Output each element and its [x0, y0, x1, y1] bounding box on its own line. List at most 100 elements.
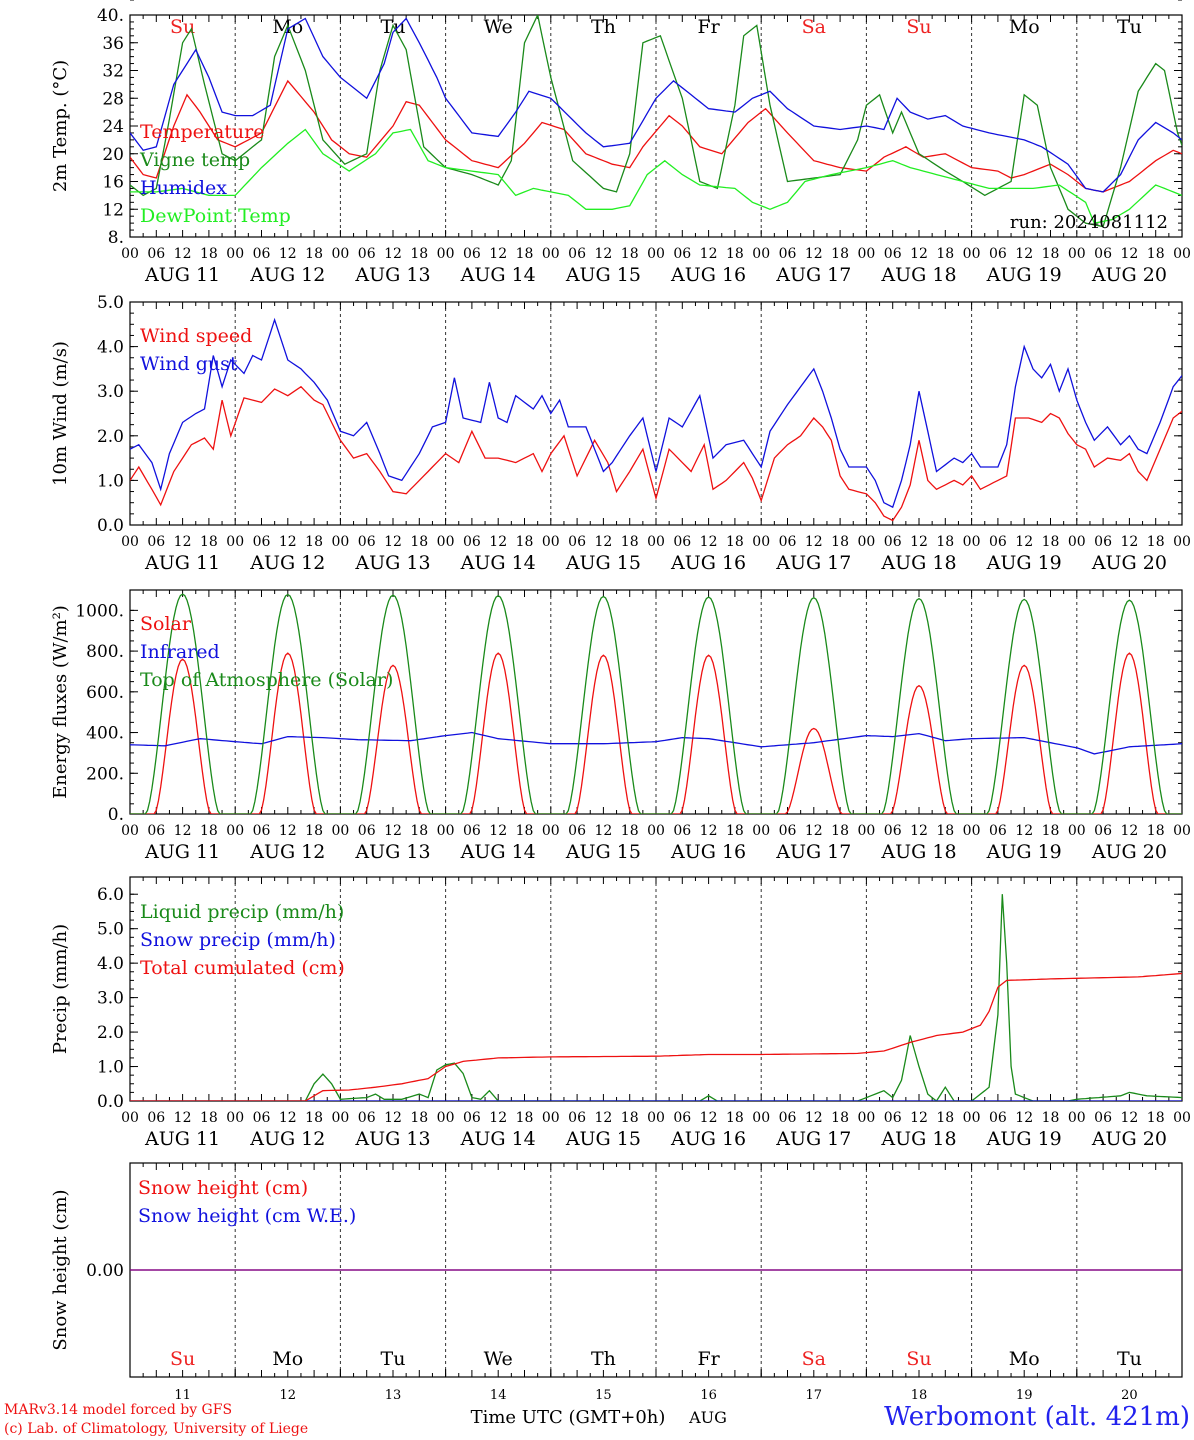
- y-tick-label: 20: [102, 145, 124, 165]
- hour-label: 12: [805, 246, 823, 262]
- hour-label: 00: [1173, 534, 1191, 550]
- hour-label: 06: [358, 534, 376, 550]
- hour-label: 12: [1120, 1110, 1138, 1126]
- y-tick-label: 24: [102, 117, 124, 137]
- day-of-week-label: Tu: [1117, 16, 1142, 38]
- legend-entry: DewPoint Temp: [140, 205, 291, 227]
- series-line-dewpoint-temp: [130, 128, 1182, 224]
- hour-label: 18: [726, 1110, 744, 1126]
- hour-label: 12: [384, 823, 402, 839]
- day-of-week-label: We: [484, 1348, 513, 1370]
- date-label: AUG 19: [986, 552, 1062, 574]
- date-label: AUG 15: [565, 1128, 641, 1150]
- hour-label: 12: [805, 534, 823, 550]
- hour-label: 00: [542, 246, 560, 262]
- hour-label: 12: [174, 823, 192, 839]
- hour-label: 00: [331, 1110, 349, 1126]
- hour-label: 00: [857, 1110, 875, 1126]
- y-tick-label: 0.: [108, 805, 124, 825]
- hour-label: 00: [752, 246, 770, 262]
- y-tick-label: 1.0: [97, 1058, 124, 1078]
- y-tick-label: 200.: [86, 764, 124, 784]
- hour-label: 18: [936, 1110, 954, 1126]
- date-label: AUG 18: [880, 552, 956, 574]
- plot-frame: [129, 589, 1183, 815]
- x-axis-title: Time UTC (GMT+0h): [471, 1407, 666, 1428]
- hour-label: 00: [647, 1110, 665, 1126]
- hour-label: 00: [647, 246, 665, 262]
- day-of-week-label: Tu: [381, 1348, 406, 1370]
- hour-label: 00: [121, 823, 139, 839]
- hour-label: 18: [621, 534, 639, 550]
- legend-entry: Temperature: [140, 121, 264, 143]
- hour-label: 00: [1173, 823, 1191, 839]
- y-axis-title: 10m Wind (m/s): [50, 341, 71, 486]
- date-label: AUG 20: [1091, 841, 1167, 863]
- hour-label: 12: [279, 246, 297, 262]
- hour-label: 06: [884, 534, 902, 550]
- y-tick-label: 800.: [86, 642, 124, 662]
- hour-label: 00: [1173, 246, 1191, 262]
- date-label: AUG 14: [460, 552, 536, 574]
- day-number-label: 17: [806, 1388, 823, 1403]
- date-label: AUG 16: [670, 1128, 746, 1150]
- hour-label: 00: [1068, 1110, 1086, 1126]
- series-group: [130, 15, 1182, 228]
- hour-label: 18: [516, 823, 534, 839]
- hour-label: 06: [1094, 1110, 1112, 1126]
- date-label: AUG 15: [565, 552, 641, 574]
- hour-label: 00: [857, 246, 875, 262]
- y-tick-label: 0.0: [97, 516, 124, 536]
- run-label: run: 2024081112: [1010, 212, 1168, 233]
- date-label: AUG 11: [144, 552, 220, 574]
- hour-label: 18: [410, 1110, 428, 1126]
- hour-label: 18: [200, 534, 218, 550]
- hour-label: 18: [726, 534, 744, 550]
- date-label: AUG 11: [144, 841, 220, 863]
- date-label: AUG 11: [144, 264, 220, 286]
- hour-label: 00: [963, 246, 981, 262]
- date-label: AUG 14: [460, 1128, 536, 1150]
- hour-label: 06: [358, 1110, 376, 1126]
- hour-label: 06: [779, 1110, 797, 1126]
- hour-label: 12: [1015, 823, 1033, 839]
- hour-label: 06: [884, 246, 902, 262]
- hour-label: 12: [910, 1110, 928, 1126]
- y-tick-label: 12: [102, 200, 124, 220]
- date-label: AUG 13: [354, 552, 430, 574]
- hour-label: 00: [857, 823, 875, 839]
- hour-label: 18: [936, 534, 954, 550]
- hour-label: 18: [936, 246, 954, 262]
- panel-wind: 0.0 1.0 2.0 3.0 4.0 5.0 10m Wind (m/s) 00 06 12 18…: [50, 293, 1191, 574]
- y-axis-title: Energy fluxes (W/m²): [50, 605, 71, 799]
- hour-label: 06: [1094, 534, 1112, 550]
- hour-label: 06: [884, 1110, 902, 1126]
- day-number-label: 13: [385, 1388, 402, 1403]
- legend-entry: Wind speed: [140, 325, 252, 347]
- series-line-liquid-precip-mm-h-: [130, 894, 1182, 1101]
- y-tick-label: 2.0: [97, 427, 124, 447]
- date-label: AUG 16: [670, 552, 746, 574]
- hour-label: 00: [121, 1110, 139, 1126]
- hour-label: 06: [358, 823, 376, 839]
- y-tick-label: 1.0: [97, 471, 124, 491]
- date-label: AUG 14: [460, 264, 536, 286]
- credit-line-1: MARv3.14 model forced by GFS: [4, 1402, 232, 1418]
- hour-label: 12: [1120, 534, 1138, 550]
- y-tick-label: 16: [102, 173, 124, 193]
- y-tick-label: 28: [102, 89, 124, 109]
- legend-entry: Snow height (cm W.E.): [138, 1205, 356, 1227]
- hour-label: 18: [1147, 246, 1165, 262]
- hour-label: 00: [542, 534, 560, 550]
- y-tick-label: 4.0: [97, 954, 124, 974]
- hour-label: 12: [489, 823, 507, 839]
- hour-label: 18: [305, 534, 323, 550]
- hour-label: 12: [910, 246, 928, 262]
- date-label: AUG 12: [249, 1128, 325, 1150]
- hour-label: 18: [726, 823, 744, 839]
- date-label: AUG 12: [249, 841, 325, 863]
- hour-label: 12: [910, 534, 928, 550]
- hour-label: 00: [437, 534, 455, 550]
- hour-label: 12: [1015, 246, 1033, 262]
- date-label: AUG 18: [880, 1128, 956, 1150]
